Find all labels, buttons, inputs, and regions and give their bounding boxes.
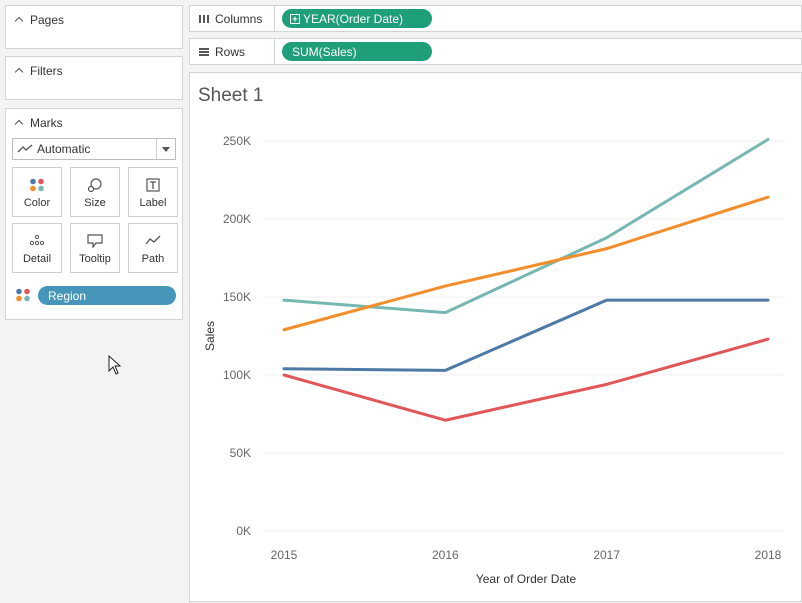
filters-header[interactable]: Filters [14,64,63,78]
marks-card: Marks Automatic Color Size Label [5,108,183,320]
collapse-icon[interactable] [14,118,24,128]
pages-label: Pages [30,13,65,27]
line-chart: 0K 50K 100K 150K 200K 250K 2015 2016 2017 2018 Yea… [203,134,783,586]
color-dots-icon [16,288,30,302]
y-tick-label: 200K [223,212,251,226]
mouse-cursor-icon [108,355,122,375]
rows-pill-label: SUM(Sales) [292,44,357,59]
label-label: Label [139,197,167,209]
marks-label: Marks [30,116,63,130]
pages-card: Pages [5,5,183,49]
mark-type-dropdown[interactable]: Automatic [12,138,176,160]
collapse-icon[interactable] [14,66,24,76]
region-pill-label: Region [48,288,87,303]
detail-icon [29,234,45,246]
size-icon [87,178,102,192]
label-icon [146,178,160,192]
series-line [282,137,770,315]
marks-header[interactable]: Marks [14,116,63,130]
color-button[interactable]: Color [12,167,62,217]
size-label: Size [84,197,106,209]
collapse-icon[interactable] [14,15,24,25]
sheet-title: Sheet 1 [198,85,264,106]
sheet-view: Sheet 1 0K 50K 100K 150K 200K 250K 2015 2016 201… [189,72,802,602]
rows-pill[interactable]: SUM(Sales) [282,42,432,61]
filters-label: Filters [30,64,63,78]
x-tick-label: 2015 [271,548,298,562]
path-icon [145,235,161,245]
columns-icon [199,14,209,23]
rows-shelf-label-wrap: Rows [198,39,245,64]
rows-label: Rows [215,44,246,59]
series-line [282,195,770,332]
tooltip-button[interactable]: Tooltip [70,223,120,273]
x-tick-label: 2016 [432,548,459,562]
columns-pill-label: YEAR(Order Date) [303,11,404,26]
rows-icon [199,47,209,56]
pages-header[interactable]: Pages [14,13,64,27]
y-tick-label: 150K [223,290,251,304]
detail-label: Detail [22,253,52,265]
y-tick-label: 50K [230,446,251,460]
x-tick-label: 2018 [755,548,782,562]
x-axis-title: Year of Order Date [476,572,577,586]
series-line [282,298,770,372]
line-mark-icon [17,144,33,153]
columns-pill[interactable]: YEAR(Order Date) [282,9,432,28]
chevron-down-icon[interactable] [156,139,175,159]
tooltip-icon [87,234,103,248]
detail-button[interactable]: Detail [12,223,62,273]
y-tick-label: 100K [223,368,251,382]
color-label: Color [23,197,51,209]
series-line [282,337,770,422]
path-label: Path [141,253,165,265]
size-button[interactable]: Size [70,167,120,217]
x-tick-label: 2017 [593,548,620,562]
rows-shelf[interactable]: Rows SUM(Sales) [189,38,802,65]
color-dots-icon [30,178,44,192]
shelf-divider [274,6,275,31]
expand-plus-icon[interactable] [290,13,300,24]
path-button[interactable]: Path [128,223,178,273]
columns-shelf[interactable]: Columns YEAR(Order Date) [189,5,802,32]
mark-type-label: Automatic [37,142,91,156]
shelf-divider [274,39,275,64]
y-tick-label: 250K [223,134,251,148]
filters-card: Filters [5,56,183,100]
y-axis-title: Sales [203,321,217,351]
label-button[interactable]: Label [128,167,178,217]
columns-shelf-label-wrap: Columns [198,6,262,31]
tooltip-label: Tooltip [79,253,111,265]
columns-label: Columns [215,11,263,26]
y-tick-label: 0K [236,524,251,538]
region-pill[interactable]: Region [38,286,176,305]
